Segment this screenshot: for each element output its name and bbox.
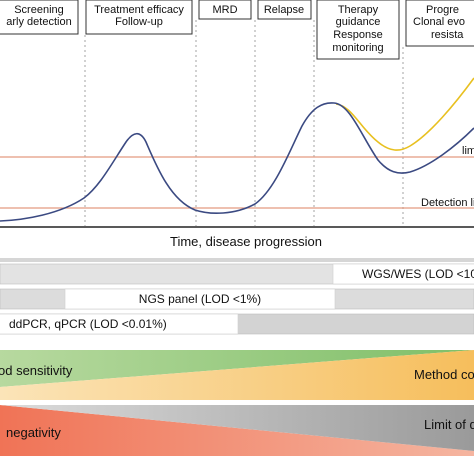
method-box-ngs [64,288,336,310]
phase-box-screening [0,0,79,35]
phase-progression-line3: resista [431,29,464,41]
phase-therapy-line1: Therapy [338,4,379,16]
limit-label: Limit of d [424,417,474,432]
phase-treatment-line1: Treatment efficacy [94,4,184,16]
phase-mrd-line1: MRD [212,4,237,16]
phase-screening-line2: arly detection [6,16,71,28]
phase-box-mrd [198,0,252,20]
phase-screening-line1: Screening [14,4,64,16]
phase-therapy-line2: guidance [336,16,381,28]
phase-therapy-line4: monitoring [332,42,383,54]
phase-relapse-line1: Relapse [264,4,304,16]
method-label-ddpcr: ddPCR, qPCR (LOD <0.01%) [9,317,167,331]
detection-limit-label: Detection li [421,197,474,209]
coverage-label: Method co [414,367,474,382]
phase-dividers [84,20,404,226]
phase-progression-line2: Clonal evo [413,16,465,28]
sensitivity-label: od sensitivity [0,363,73,378]
limit-wedge-grey [0,405,474,451]
negativity-limit-wedges: negativity Limit of d [0,405,474,456]
method-bar-upper-band [0,258,474,262]
phase-box-treatment [85,0,193,35]
phase-therapy-line3: Response [333,29,383,41]
negativity-label: negativity [6,425,61,440]
phase-treatment-line2: Follow-up [115,16,163,28]
limit-threshold-label: lim [462,145,474,157]
method-label-ngs: NGS panel (LOD <1%) [139,292,261,306]
phase-box-progression [405,0,474,47]
method-box-ddpcr [0,313,239,335]
curve-alternate-branch [335,77,474,151]
sensitivity-coverage-wedges: od sensitivity Method co [0,350,474,400]
method-box-wgs [332,263,474,285]
phase-headers: Screening arly detection Treatment effic… [0,0,474,60]
curve-main [0,102,474,222]
method-bars: WGS/WES (LOD <10 NGS panel (LOD <1%) ddP… [0,258,474,338]
time-axis-label: Time, disease progression [170,234,322,249]
phase-box-therapy [316,0,400,60]
method-label-wgs: WGS/WES (LOD <10 [362,267,474,281]
phase-progression-line1: Progre [426,4,459,16]
phase-box-relapse [257,0,312,20]
negativity-wedge-red [0,405,474,456]
coverage-wedge-orange [0,350,474,400]
